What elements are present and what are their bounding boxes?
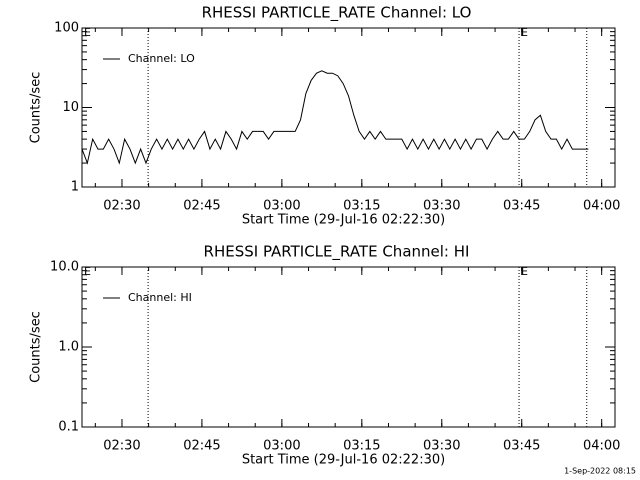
- annotation: E: [521, 265, 528, 278]
- x-axis-title: Start Time (29-Jul-16 02:22:30): [242, 453, 445, 468]
- annotation: E: [84, 265, 91, 278]
- x-axis-title: Start Time (29-Jul-16 02:22:30): [242, 213, 445, 228]
- x-tick-label: 04:00: [583, 199, 620, 214]
- annotation: E: [84, 26, 91, 39]
- x-tick-label: 03:45: [503, 439, 540, 454]
- x-tick-label: 04:00: [583, 439, 620, 454]
- x-tick-label: 03:00: [263, 439, 300, 454]
- x-tick-label: 03:45: [503, 199, 540, 214]
- y-axis-title: Counts/sec: [29, 72, 44, 144]
- y-tick-label: 100: [54, 21, 79, 36]
- y-tick-label: 10.0: [50, 260, 79, 275]
- x-tick-label: 02:45: [183, 199, 220, 214]
- data-line: [81, 70, 589, 165]
- x-tick-label: 02:45: [183, 439, 220, 454]
- y-tick-label: 1: [71, 180, 79, 195]
- chart-title: RHESSI PARTICLE_RATE Channel: HI: [204, 243, 470, 262]
- legend-label: Channel: LO: [128, 52, 195, 65]
- x-tick-label: 02:30: [103, 439, 140, 454]
- y-tick-label: 1.0: [58, 340, 79, 355]
- x-tick-label: 03:00: [263, 199, 300, 214]
- y-tick-label: 0.1: [58, 420, 79, 435]
- annotation: E: [521, 26, 528, 39]
- x-tick-label: 03:30: [423, 439, 460, 454]
- x-tick-label: 03:30: [423, 199, 460, 214]
- legend-label: Channel: HI: [128, 291, 192, 304]
- x-tick-label: 03:15: [343, 439, 380, 454]
- footer: 1-Sep-2022 08:15: [564, 467, 636, 476]
- y-axis-title: Counts/sec: [29, 311, 44, 383]
- y-tick-label: 10: [62, 100, 79, 115]
- x-tick-label: 03:15: [343, 199, 380, 214]
- chart-title: RHESSI PARTICLE_RATE Channel: LO: [202, 4, 472, 23]
- x-tick-label: 02:30: [103, 199, 140, 214]
